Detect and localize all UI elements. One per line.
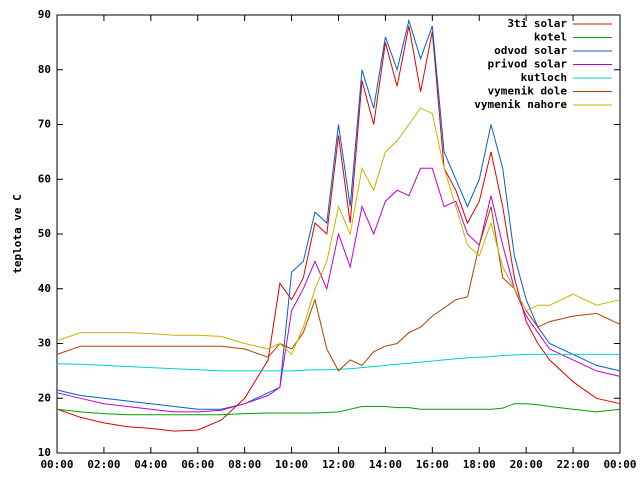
y-tick-label: 40	[38, 282, 51, 295]
y-tick-label: 90	[38, 8, 51, 21]
series-line	[56, 18, 621, 410]
series-line	[56, 403, 621, 416]
y-axis-label: teplota ve C	[11, 194, 24, 273]
series-line	[56, 353, 620, 372]
legend-label: privod solar	[488, 58, 568, 71]
legend-label: kotel	[534, 31, 567, 44]
series-line	[56, 206, 621, 372]
x-tick-label: 20:00	[510, 458, 543, 471]
x-tick-label: 10:00	[275, 458, 308, 471]
y-tick-label: 80	[38, 63, 51, 76]
series-line	[56, 25, 621, 432]
x-tick-label: 04:00	[134, 458, 167, 471]
x-tick-label: 16:00	[416, 458, 449, 471]
y-tick-label: 70	[38, 118, 51, 131]
legend-label: vymenik dole	[488, 85, 568, 98]
x-tick-label: 14:00	[369, 458, 402, 471]
x-tick-label: 00:00	[40, 458, 73, 471]
legend-label: odvod solar	[494, 44, 567, 57]
x-tick-label: 12:00	[322, 458, 355, 471]
x-tick-label: 08:00	[228, 458, 261, 471]
x-tick-label: 06:00	[181, 458, 214, 471]
legend-label: kutloch	[521, 71, 567, 84]
x-tick-label: 18:00	[463, 458, 496, 471]
y-tick-label: 20	[38, 391, 51, 404]
y-tick-label: 30	[38, 337, 51, 350]
y-tick-label: 50	[38, 227, 51, 240]
legend-label: 3ti solar	[507, 17, 567, 30]
x-tick-label: 02:00	[87, 458, 120, 471]
x-tick-label: 22:00	[557, 458, 590, 471]
series-line	[56, 107, 621, 356]
legend-label: vymenik nahore	[474, 98, 567, 111]
y-tick-label: 10	[38, 446, 51, 459]
y-tick-label: 60	[38, 172, 51, 185]
x-tick-label: 00:00	[603, 458, 636, 471]
series-line	[56, 167, 621, 413]
